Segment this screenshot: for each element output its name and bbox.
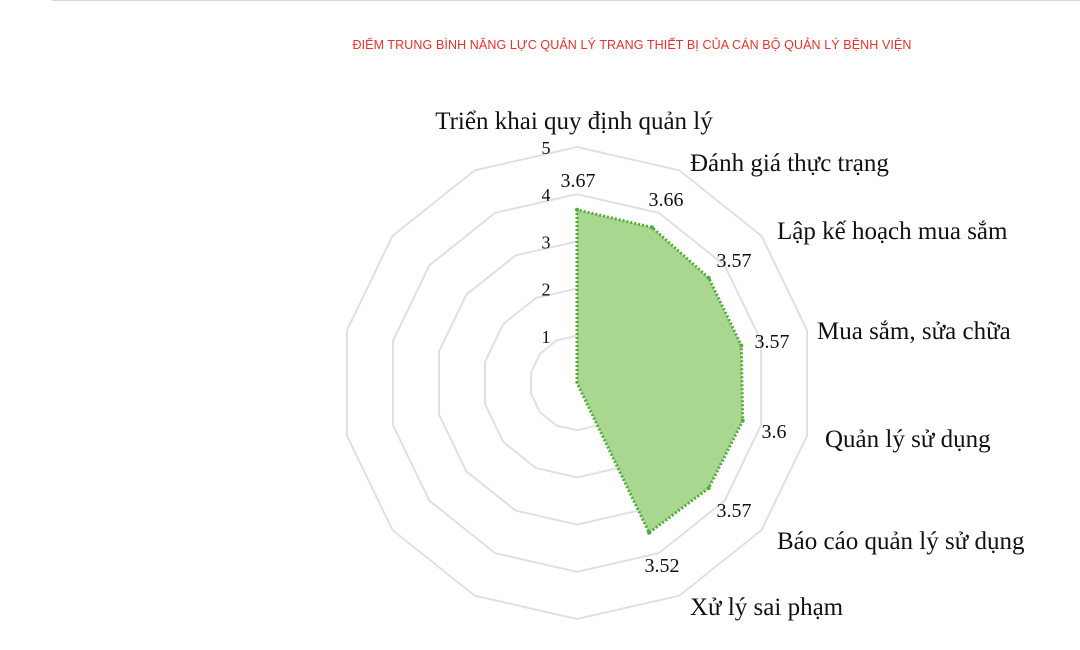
value-label-2: 3.66 xyxy=(649,189,684,211)
category-label-3: Lập kế hoạch mua sắm xyxy=(777,218,1008,245)
value-label-7: 3.52 xyxy=(645,555,680,577)
category-label-4: Mua sắm, sửa chữa xyxy=(817,318,1011,345)
category-label-6: Báo cáo quản lý sử dụng xyxy=(777,528,1025,555)
value-label-5: 3.6 xyxy=(762,421,787,443)
r-tick-label: 1 xyxy=(542,327,551,347)
data-point-2 xyxy=(650,225,654,230)
value-label-4: 3.57 xyxy=(755,331,790,353)
top-divider xyxy=(52,0,1080,1)
r-tick-label: 5 xyxy=(542,138,551,158)
r-tick-label: 4 xyxy=(542,185,551,205)
value-label-1: 3.67 xyxy=(561,170,596,192)
data-point-5 xyxy=(740,418,745,423)
data-point-1 xyxy=(575,207,579,212)
value-label-3: 3.57 xyxy=(717,250,752,272)
value-label-6: 3.57 xyxy=(717,500,752,522)
data-point-7 xyxy=(647,530,652,535)
r-tick-label: 3 xyxy=(542,232,551,252)
chart-title: ĐIỂM TRUNG BÌNH NĂNG LỰC QUẢN LÝ TRANG T… xyxy=(352,38,912,52)
data-point-4 xyxy=(739,343,744,348)
r-tick-label: 2 xyxy=(542,280,551,300)
data-point-6 xyxy=(706,486,711,491)
category-label-2: Đánh giá thực trạng xyxy=(690,150,889,177)
grid-ring-5 xyxy=(345,145,809,621)
category-label-5: Quản lý sử dụng xyxy=(825,426,991,453)
category-label-7: Xử lý sai phạm xyxy=(690,594,844,621)
data-point-3 xyxy=(706,275,711,280)
category-label-1: Triển khai quy định quản lý xyxy=(435,108,713,135)
grid-ring-4 xyxy=(391,193,763,573)
